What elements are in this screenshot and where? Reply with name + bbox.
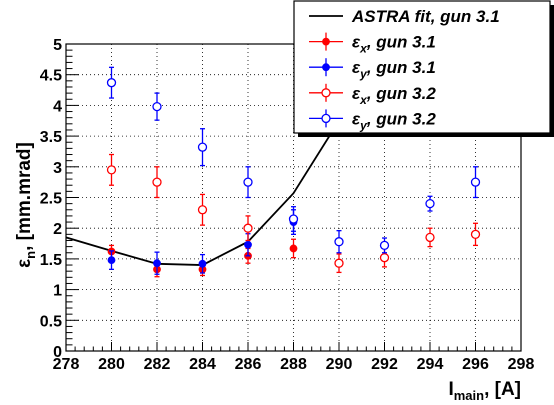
tick-labels: 278 280 282 284 286 288 290 292 294 296 298 0 0.5 1 1.… [40, 37, 535, 373]
data-point [106, 165, 117, 175]
legend-label: εx, gun 3.2 [352, 84, 436, 107]
x-axis-label: Imain, [A] [448, 379, 521, 403]
data-point [244, 240, 252, 249]
x-tick-label: 294 [417, 356, 444, 373]
data-point [152, 177, 162, 187]
data-point [243, 177, 253, 187]
legend-marker [322, 37, 330, 46]
data-point [289, 244, 298, 253]
x-axis-label-unit: , [A] [484, 379, 521, 400]
legend-marker [321, 113, 331, 124]
legend-entry: εx, gun 3.1 [309, 32, 436, 56]
legend-label: ASTRA fit, gun 3.1 [351, 7, 500, 26]
data-point [243, 223, 253, 233]
y-tick-label: 3 [53, 160, 62, 177]
legend-label: εy, gun 3.2 [352, 109, 436, 132]
data-point [425, 198, 435, 209]
y-tick-label: 1.5 [40, 252, 62, 269]
x-tick-label: 290 [326, 356, 353, 373]
y-tick-label: 1 [53, 283, 62, 300]
data-point [152, 101, 162, 112]
x-tick-label: 282 [144, 356, 171, 373]
data-point [197, 142, 208, 152]
data-point [334, 258, 344, 268]
data-point [288, 214, 299, 224]
y-tick-label: 5 [53, 37, 62, 54]
x-tick-label: 292 [371, 356, 398, 373]
legend-entry: εy, gun 3.1 [309, 58, 436, 81]
data-point [379, 240, 390, 251]
data-point [197, 205, 208, 215]
series-4 [106, 66, 481, 254]
data-point [425, 232, 435, 243]
y-tick-label: 2.5 [40, 191, 62, 208]
legend-entry: εx, gun 3.2 [309, 83, 436, 107]
legend-label: εy, gun 3.1 [352, 58, 436, 81]
data-point [106, 78, 117, 88]
legend-label: εx, gun 3.1 [352, 33, 436, 56]
legend-entry: ASTRA fit, gun 3.1 [309, 7, 500, 26]
y-tick-label: 0 [53, 344, 62, 361]
x-tick-label: 280 [98, 356, 125, 373]
x-tick-label: 286 [235, 356, 262, 373]
y-axis-label-subscript: n [23, 251, 38, 259]
x-axis-label-symbol: I [448, 379, 453, 400]
legend: ASTRA fit, gun 3.1 εx, gun 3.1εy, gun 3.1… [293, 0, 554, 137]
y-tick-label: 0.5 [40, 313, 62, 330]
y-axis-label-unit: , [mm.mrad] [14, 142, 35, 251]
data-point [470, 229, 481, 239]
y-tick-label: 4 [53, 98, 62, 115]
x-tick-label: 288 [280, 356, 307, 373]
y-tick-label: 2 [53, 221, 62, 238]
axis-ticks [65, 43, 522, 352]
y-axis-label: εn, [mm.mrad] [14, 142, 38, 268]
series-layer [66, 44, 481, 278]
y-tick-label: 3.5 [40, 129, 62, 146]
legend-marker [322, 63, 330, 72]
data-point [470, 177, 481, 187]
data-point [379, 253, 390, 263]
y-tick-label: 4.5 [40, 68, 62, 85]
x-tick-label: 284 [189, 356, 216, 373]
x-tick-label: 296 [462, 356, 489, 373]
x-tick-label: 298 [508, 356, 535, 373]
data-point [107, 256, 116, 265]
data-point [334, 237, 344, 247]
y-axis-label-symbol: ε [14, 259, 35, 268]
legend-marker [321, 88, 331, 98]
data-point [153, 259, 161, 268]
x-tick-label: 278 [53, 356, 80, 373]
legend-entry: εy, gun 3.2 [309, 109, 436, 132]
data-point [198, 259, 207, 268]
x-axis-label-subscript: main [454, 388, 484, 403]
